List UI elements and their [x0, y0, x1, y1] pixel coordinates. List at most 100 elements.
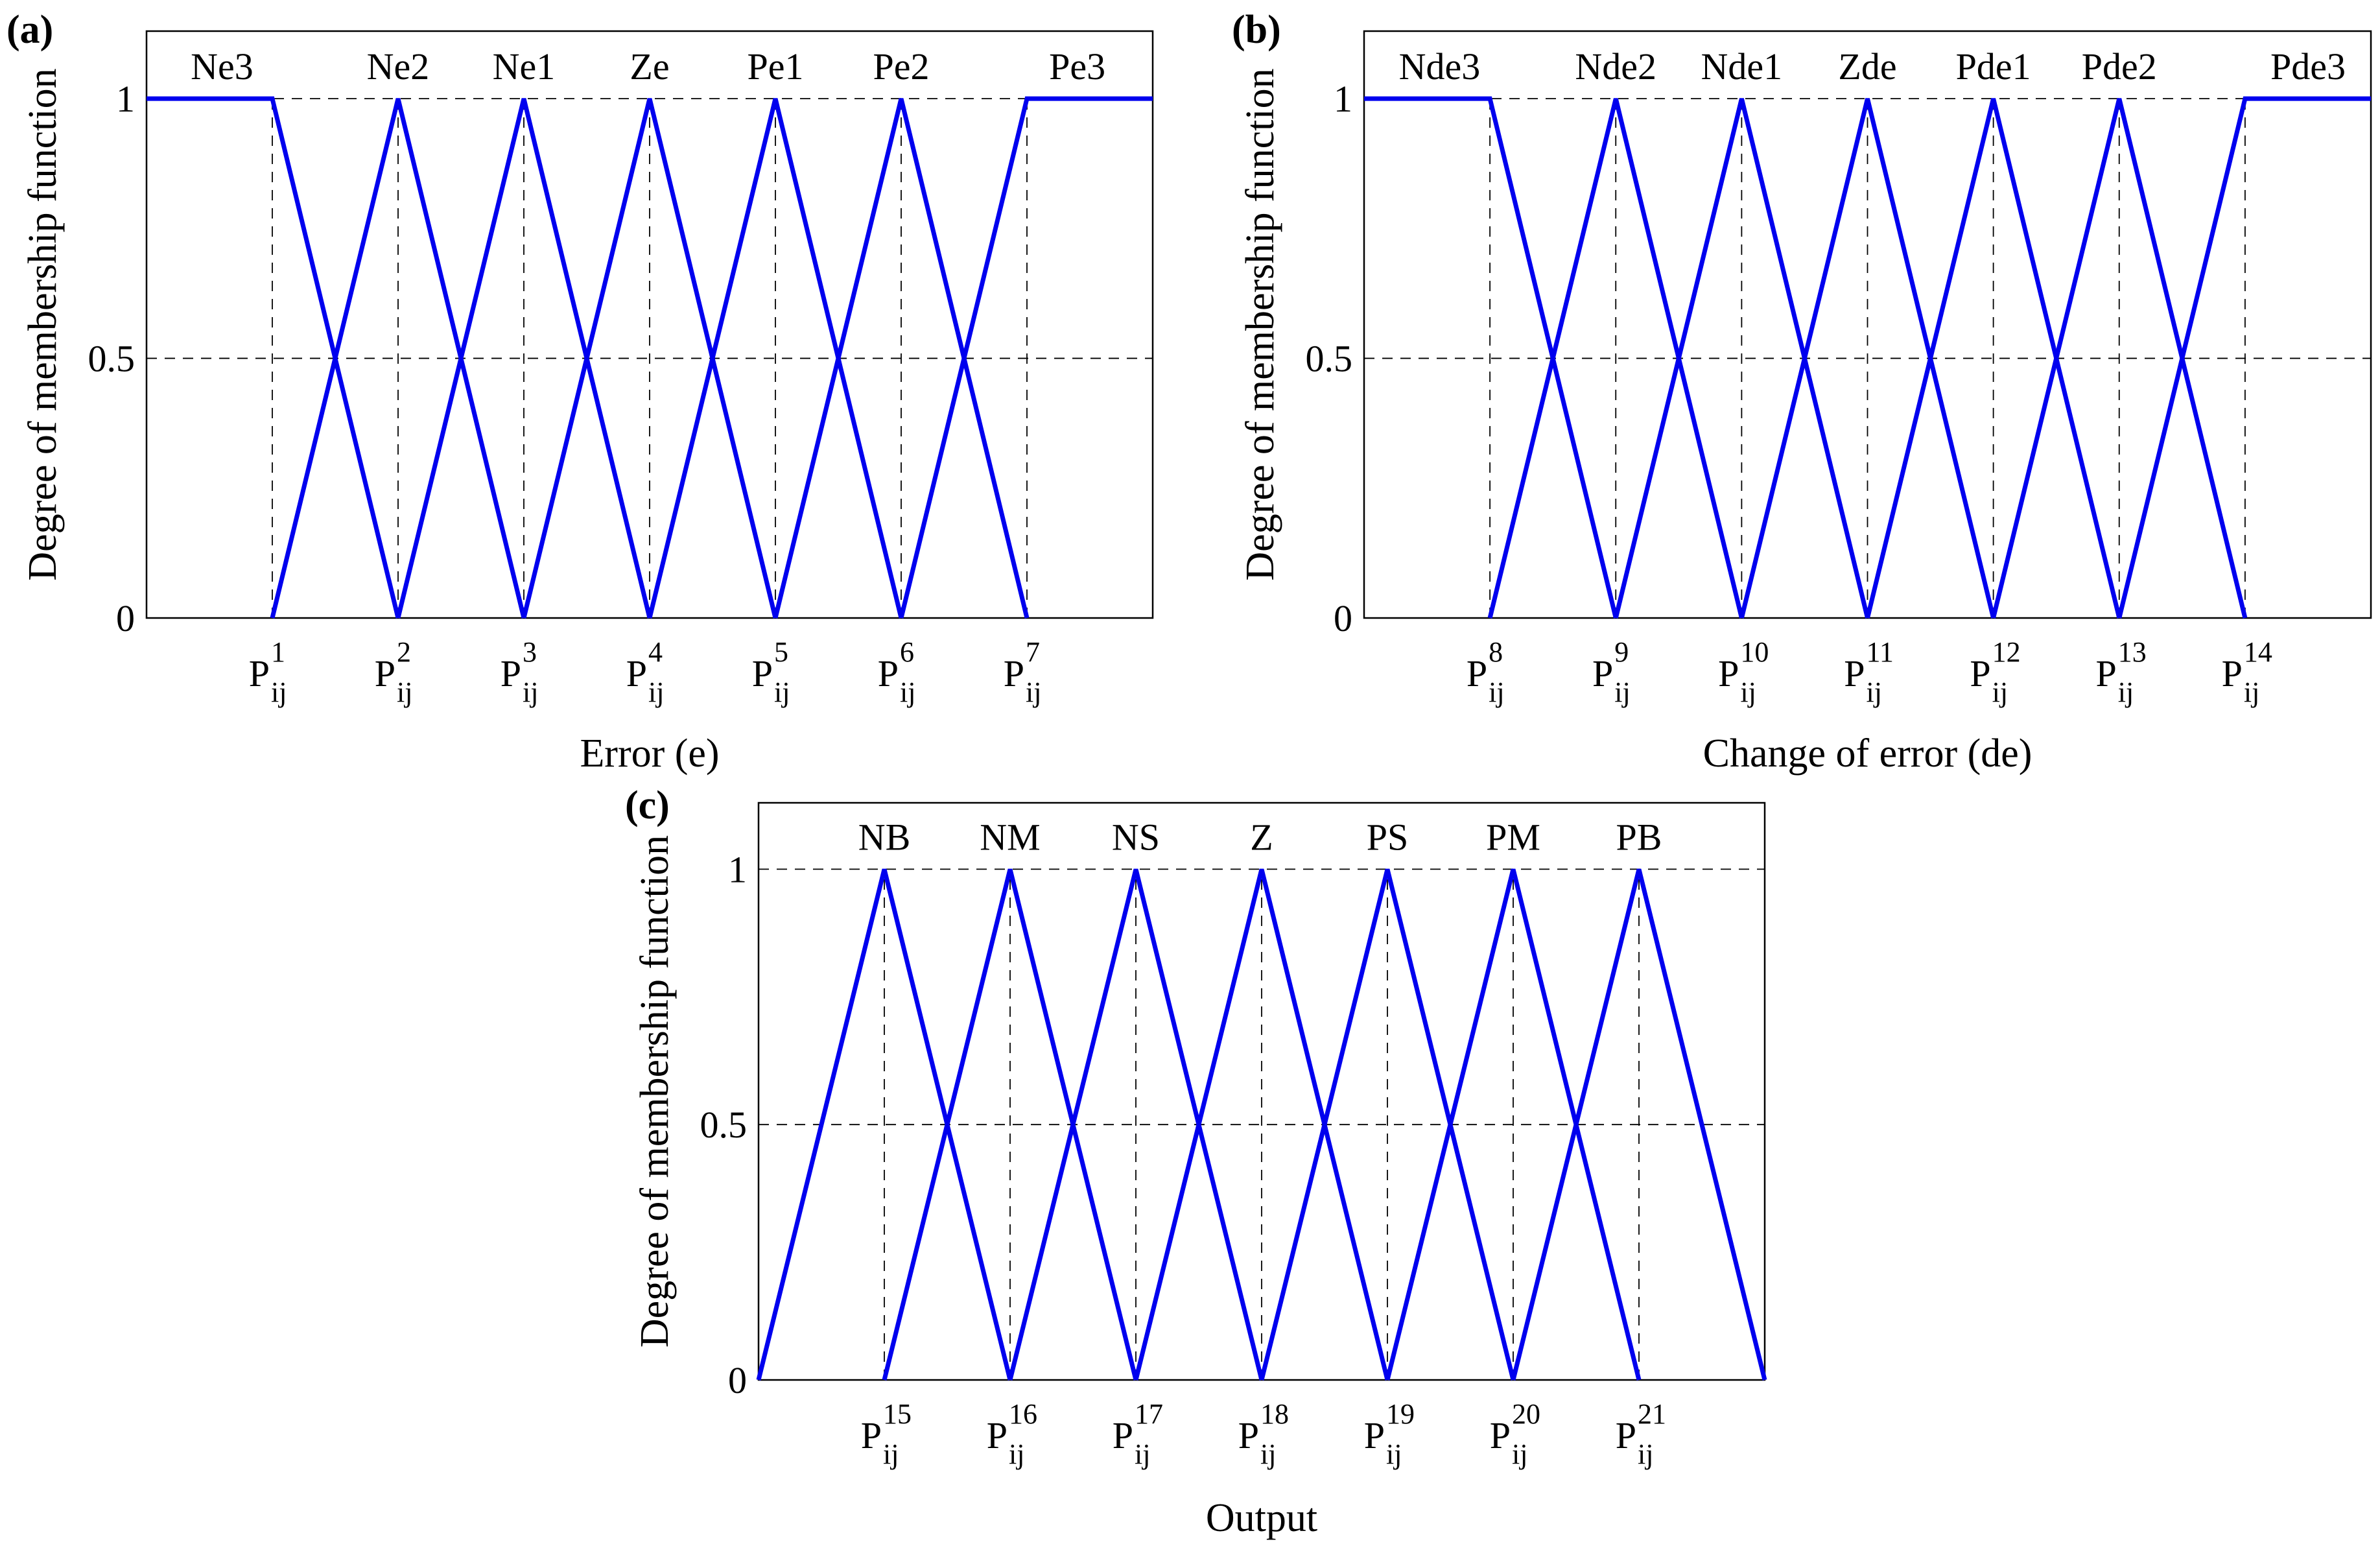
x-tick-subscript: ij — [271, 676, 287, 708]
membership-curve — [1865, 98, 2122, 619]
membership-curve — [2117, 96, 2371, 619]
series-label: Nde1 — [1701, 45, 1783, 88]
panel-label: (c) — [625, 783, 670, 827]
y-axis-label: Degree of membership function — [633, 835, 677, 1348]
series-label: Pde3 — [2270, 45, 2346, 88]
x-tick-superscript: 21 — [1638, 1398, 1666, 1430]
x-tick-superscript: 13 — [2118, 636, 2147, 668]
membership-curve — [395, 98, 652, 619]
y-tick-label: 0.5 — [88, 338, 135, 380]
series-label: Z — [1250, 816, 1273, 858]
membership-curve — [899, 96, 1153, 619]
series-label: Ne1 — [493, 45, 556, 88]
y-tick-label: 0.5 — [1306, 338, 1353, 380]
y-axis-label: Degree of membership function — [1238, 68, 1282, 580]
x-tick-subscript: ij — [1009, 1438, 1024, 1470]
x-tick-label: P — [987, 1414, 1007, 1456]
x-tick-subscript: ij — [900, 676, 915, 708]
x-tick-superscript: 19 — [1386, 1398, 1415, 1430]
x-tick-superscript: 5 — [774, 636, 788, 668]
x-tick-subscript: ij — [523, 676, 538, 708]
series-label: Pe3 — [1049, 45, 1105, 88]
membership-curve — [1007, 868, 1264, 1381]
x-tick-label: P — [1718, 652, 1739, 695]
membership-curve — [647, 98, 904, 619]
series-label: Nde2 — [1575, 45, 1656, 88]
x-tick-label: P — [1592, 652, 1613, 695]
x-tick-superscript: 18 — [1260, 1398, 1289, 1430]
series-label: Nde3 — [1399, 45, 1481, 88]
x-tick-label: P — [752, 652, 773, 695]
x-tick-subscript: ij — [1260, 1438, 1276, 1470]
series-label: NM — [980, 816, 1040, 858]
x-tick-subscript: ij — [397, 676, 412, 708]
x-tick-subscript: ij — [2118, 676, 2134, 708]
y-tick-label: 1 — [1334, 78, 1352, 120]
membership-curve — [1991, 98, 2248, 619]
x-tick-superscript: 8 — [1489, 636, 1503, 668]
x-tick-superscript: 17 — [1135, 1398, 1163, 1430]
x-tick-label: P — [2095, 652, 2116, 695]
membership-curve — [1259, 868, 1516, 1381]
x-tick-superscript: 6 — [900, 636, 914, 668]
x-tick-subscript: ij — [1489, 676, 1504, 708]
x-tick-subscript: ij — [1638, 1438, 1653, 1470]
x-tick-label: P — [878, 652, 899, 695]
y-tick-label: 0 — [116, 597, 135, 639]
x-tick-superscript: 14 — [2244, 636, 2272, 668]
series-label: Pe1 — [748, 45, 804, 88]
y-tick-label: 0.5 — [700, 1104, 748, 1146]
x-tick-label: P — [626, 652, 647, 695]
x-tick-superscript: 12 — [1992, 636, 2021, 668]
series-label: Zde — [1838, 45, 1896, 88]
membership-curve — [1613, 98, 1870, 619]
series-label: PS — [1367, 816, 1409, 858]
x-tick-subscript: ij — [1386, 1438, 1402, 1470]
x-axis-label: Error (e) — [580, 731, 719, 776]
y-tick-label: 1 — [116, 78, 135, 120]
x-tick-label: P — [1238, 1414, 1259, 1456]
series-label: PB — [1616, 816, 1662, 858]
series-label: Pe2 — [873, 45, 930, 88]
x-tick-subscript: ij — [648, 676, 664, 708]
x-tick-superscript: 2 — [397, 636, 411, 668]
y-tick-label: 0 — [1334, 597, 1352, 639]
x-tick-label: P — [1970, 652, 1990, 695]
x-tick-superscript: 9 — [1614, 636, 1629, 668]
membership-curve — [773, 98, 1030, 619]
membership-curve — [882, 868, 1138, 1381]
x-tick-subscript: ij — [883, 1438, 899, 1470]
x-tick-superscript: 7 — [1026, 636, 1040, 668]
membership-curve — [147, 96, 401, 619]
x-tick-label: P — [249, 652, 270, 695]
membership-curve — [1487, 98, 1744, 619]
x-tick-label: P — [1467, 652, 1487, 695]
x-tick-subscript: ij — [1135, 1438, 1150, 1470]
x-tick-subscript: ij — [1740, 676, 1756, 708]
panel-label: (a) — [6, 8, 53, 52]
x-tick-label: P — [501, 652, 521, 695]
x-tick-label: P — [1490, 1414, 1511, 1456]
x-tick-superscript: 20 — [1512, 1398, 1540, 1430]
membership-curve — [521, 98, 778, 619]
x-tick-superscript: 16 — [1009, 1398, 1037, 1430]
x-tick-label: P — [1844, 652, 1865, 695]
membership-curve — [1385, 868, 1642, 1381]
x-tick-superscript: 3 — [523, 636, 537, 668]
membership-curve — [270, 98, 526, 619]
x-tick-label: P — [1364, 1414, 1385, 1456]
y-tick-label: 1 — [728, 848, 747, 890]
x-tick-label: P — [2222, 652, 2243, 695]
series-label: Ne2 — [367, 45, 430, 88]
series-label: NB — [858, 816, 911, 858]
membership-curve — [1511, 868, 1767, 1381]
x-tick-superscript: 11 — [1867, 636, 1894, 668]
membership-curve — [1133, 868, 1390, 1381]
x-tick-subscript: ij — [1512, 1438, 1527, 1470]
x-tick-subscript: ij — [1614, 676, 1630, 708]
series-label: Ze — [630, 45, 669, 88]
x-tick-superscript: 10 — [1740, 636, 1769, 668]
